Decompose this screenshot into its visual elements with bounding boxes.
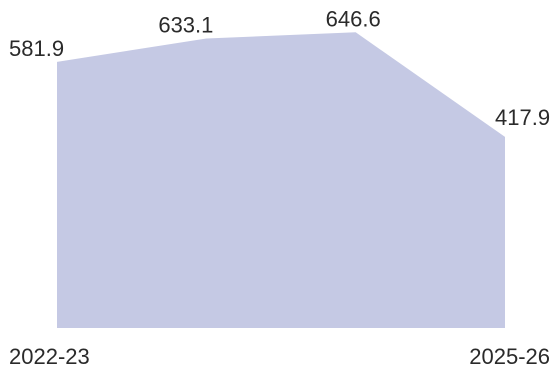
x-tick-label-first: 2022-23 bbox=[9, 344, 90, 369]
data-label-3: 417.9 bbox=[495, 105, 550, 130]
data-label-0: 581.9 bbox=[9, 36, 64, 61]
area-layer bbox=[57, 32, 505, 329]
x-axis-tick-labels: 2022-23 2025-26 bbox=[9, 344, 550, 369]
data-labels: 581.9 633.1 646.6 417.9 bbox=[9, 6, 550, 130]
area-series bbox=[57, 32, 505, 329]
data-label-1: 633.1 bbox=[158, 12, 213, 37]
x-tick-label-last: 2025-26 bbox=[469, 344, 550, 369]
data-label-2: 646.6 bbox=[326, 6, 381, 31]
